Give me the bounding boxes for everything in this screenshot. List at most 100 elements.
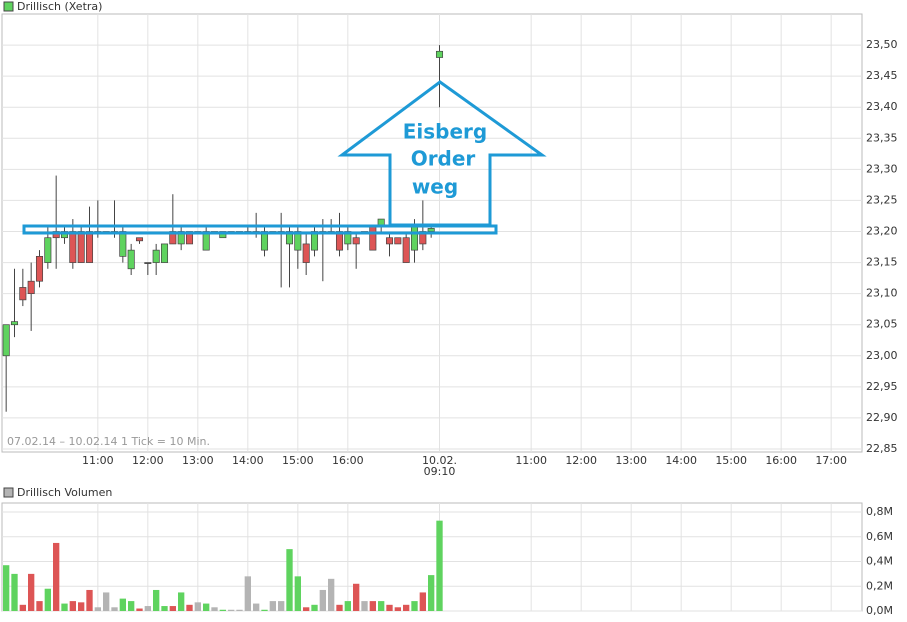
annotation-box <box>22 224 498 235</box>
volume-bar <box>44 588 51 611</box>
x-tick-label: 16:00 <box>765 454 797 467</box>
x-tick-label: 12:00 <box>132 454 164 467</box>
candle-body <box>410 224 419 251</box>
candle-body <box>85 231 94 263</box>
y-tick-label: 23,30 <box>866 162 898 175</box>
y-tick-label: 23,00 <box>866 349 898 362</box>
volume-bar <box>228 609 235 611</box>
x-tick-label: 15:00 <box>715 454 747 467</box>
volume-bar <box>144 606 151 611</box>
y-tick-label: 23,15 <box>866 256 898 269</box>
candle-body <box>160 243 169 263</box>
candle-body <box>44 237 52 263</box>
candle-body <box>27 280 35 294</box>
x-tick-label: 15:00 <box>282 454 314 467</box>
volume-bar <box>61 603 68 611</box>
volume-bar <box>369 601 376 611</box>
annotation-arrow <box>337 80 547 227</box>
candle-body <box>77 231 85 263</box>
y-tick-label: 23,50 <box>866 38 898 51</box>
candle-body <box>302 243 310 263</box>
candle-body <box>369 224 377 251</box>
volume-bar <box>53 542 60 611</box>
y-tick-label: 23,45 <box>866 69 898 82</box>
candle-body <box>427 228 435 232</box>
volume-bar <box>378 601 385 611</box>
volume-bar <box>411 601 418 611</box>
volume-bar <box>136 608 143 611</box>
volume-bar <box>3 565 10 611</box>
candle-body <box>385 237 394 245</box>
candle-body <box>19 287 27 301</box>
volume-bar <box>353 583 360 611</box>
volume-bar <box>69 601 76 611</box>
candle-body <box>2 324 10 357</box>
volume-bar <box>261 609 268 611</box>
y-tick-label: 0,6M <box>866 530 893 543</box>
subtitle: 07.02.14 – 10.02.14 1 Tick = 10 Min. <box>7 435 210 448</box>
volume-bar <box>419 592 426 611</box>
y-tick-label: 0,8M <box>866 505 893 518</box>
chart-title: Drillisch (Xetra) <box>17 0 102 13</box>
volume-bar <box>286 549 293 611</box>
x-tick-label: 13:00 <box>182 454 214 467</box>
x-tick-label: 09:10 <box>424 465 456 478</box>
x-tick-label: 14:00 <box>665 454 697 467</box>
volume-bar <box>394 607 401 611</box>
y-tick-label: 22,85 <box>866 442 898 455</box>
volume-bar <box>386 604 393 611</box>
x-tick-label: 13:00 <box>615 454 647 467</box>
volume-bar <box>278 601 285 611</box>
candle-body <box>377 218 385 226</box>
y-tick-label: 0,0M <box>866 604 893 617</box>
legend-swatch <box>3 487 14 498</box>
y-tick-label: 0,4M <box>866 555 893 568</box>
candle-body <box>152 249 160 263</box>
x-tick-label: 17:00 <box>815 454 847 467</box>
volume-bar <box>336 604 343 611</box>
volume-bar <box>328 578 335 611</box>
volume-bar <box>303 607 310 611</box>
x-tick-label: 11:00 <box>515 454 547 467</box>
volume-bar <box>178 592 185 611</box>
candle-body <box>10 321 19 326</box>
volume-bar <box>344 601 351 611</box>
y-tick-label: 23,05 <box>866 318 898 331</box>
volume-bar <box>361 601 368 611</box>
volume-bar <box>211 607 218 611</box>
x-tick-label: 11:00 <box>82 454 114 467</box>
candle-body <box>119 231 127 257</box>
volume-bar <box>78 602 85 611</box>
x-tick-label: 10.02. <box>422 454 457 467</box>
y-tick-label: 22,95 <box>866 380 898 393</box>
chart-title: Drillisch Volumen <box>17 486 112 499</box>
volume-bar <box>319 589 326 611</box>
candle-body <box>35 256 44 282</box>
annotation: Order <box>411 147 476 171</box>
candle-body <box>352 237 360 245</box>
y-tick-label: 0,2M <box>866 579 893 592</box>
volume-bar <box>28 573 35 611</box>
volume-bar <box>169 606 176 611</box>
volume-bar <box>186 604 193 611</box>
volume-bar <box>219 609 226 611</box>
volume-bar <box>203 603 210 611</box>
annotation: Eisberg <box>403 120 487 144</box>
candle-body <box>402 237 410 263</box>
y-tick-label: 23,35 <box>866 131 898 144</box>
volume-bar <box>236 609 243 611</box>
y-tick-label: 23,25 <box>866 193 898 206</box>
y-tick-label: 23,20 <box>866 225 898 238</box>
volume-bar <box>269 601 276 611</box>
volume-bar <box>94 607 101 611</box>
volume-bar <box>36 601 43 611</box>
candle-body <box>69 231 77 263</box>
candle-body <box>135 237 144 242</box>
volume-bar <box>111 607 118 611</box>
volume-bar <box>161 606 168 611</box>
volume-bar <box>244 576 251 611</box>
y-tick-label: 23,40 <box>866 100 898 113</box>
x-tick-label: 12:00 <box>565 454 597 467</box>
candle-body <box>144 262 152 264</box>
